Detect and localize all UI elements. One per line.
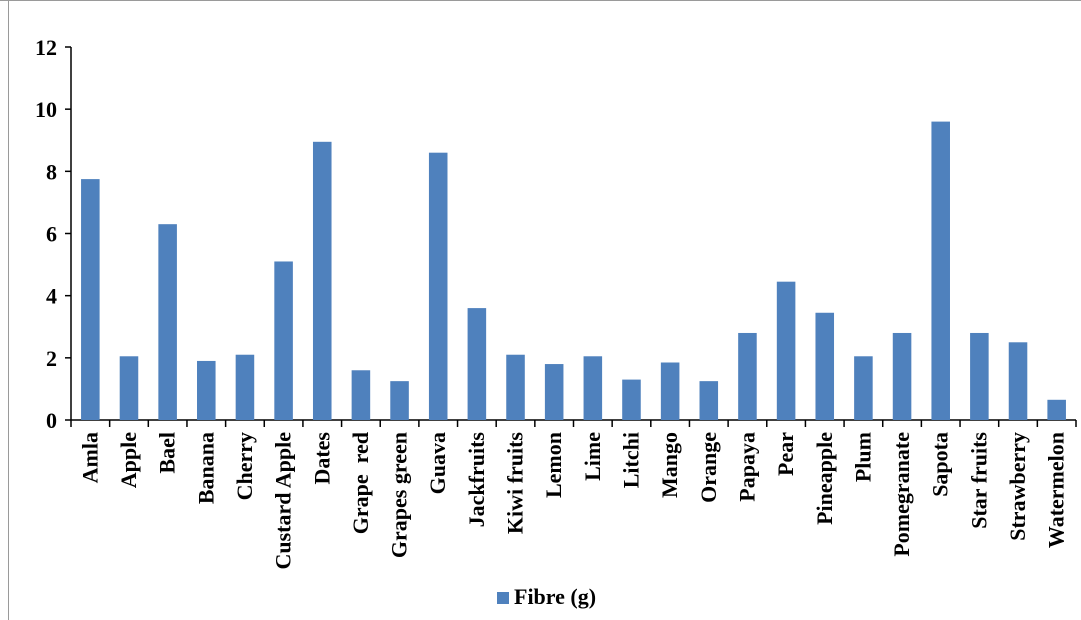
x-category-label: Strawberry	[1005, 432, 1030, 541]
x-category-label: Orange	[696, 432, 721, 503]
x-category-label: Mango	[657, 432, 682, 498]
bar-mango	[660, 362, 680, 420]
bar-papaya	[738, 332, 757, 420]
bar-apple	[119, 356, 139, 420]
bar-guava	[428, 152, 448, 420]
y-tick-label: 0	[46, 408, 57, 433]
y-tick-label: 8	[46, 159, 57, 184]
x-category-label: Watermelon	[1044, 432, 1069, 548]
x-category-label: Jackfruits	[464, 432, 489, 528]
x-category-label: Guava	[425, 432, 450, 494]
x-category-label: Star fruits	[966, 432, 991, 529]
frame-left-border	[8, 0, 9, 620]
bar-grapes-green	[390, 381, 409, 420]
x-category-label: Dates	[309, 432, 334, 485]
y-tick-label: 6	[46, 222, 57, 247]
bar-kiwi-fruits	[506, 354, 525, 420]
x-category-label: Pomegranate	[889, 432, 914, 557]
bar-bael	[158, 224, 177, 420]
bar-orange	[699, 381, 719, 420]
y-tick-label: 2	[46, 346, 57, 371]
bar-jackfruits	[467, 308, 487, 420]
bars	[81, 121, 1066, 420]
bar-star-fruits	[970, 332, 989, 420]
x-category-label: Custard Apple	[271, 432, 296, 570]
bar-dates	[312, 141, 332, 420]
y-tick-label: 10	[35, 97, 57, 122]
bar-cherry	[235, 354, 255, 420]
bar-sapota	[931, 121, 950, 420]
x-category-label: Lime	[580, 432, 605, 481]
y-tick-label: 4	[46, 284, 57, 309]
x-category-label: Grapes green	[387, 432, 412, 558]
y-tick-label: 12	[35, 35, 57, 60]
x-category-label: Pineapple	[812, 432, 837, 525]
bar-lime	[583, 356, 603, 420]
legend: Fibre (g)	[497, 584, 596, 609]
x-category-label: Cherry	[232, 432, 257, 500]
bar-plum	[854, 356, 873, 420]
x-category-label: Apple	[116, 432, 141, 488]
x-category-label: Bael	[155, 432, 180, 474]
bar-amla	[81, 179, 100, 420]
bar-pear	[776, 281, 796, 420]
x-category-label: Pear	[773, 432, 798, 476]
x-category-label: Lemon	[541, 432, 566, 498]
x-category-label: Litchi	[618, 432, 643, 488]
bar-custard-apple	[274, 261, 293, 420]
bar-banana	[197, 360, 216, 420]
bar-pomegranate	[892, 332, 912, 420]
x-category-label: Papaya	[734, 432, 759, 502]
x-category-label: Amla	[77, 432, 102, 483]
x-category-label: Banana	[193, 432, 218, 504]
x-category-label: Kiwi fruits	[503, 432, 528, 534]
x-category-label: Plum	[850, 432, 875, 482]
bar-grape-red	[351, 370, 371, 420]
legend-swatch	[497, 592, 509, 604]
x-axis: Amla Apple Bael Banana Cherry Custard Apple Da…	[70, 419, 1077, 570]
bar-watermelon	[1047, 399, 1066, 420]
bar-litchi	[622, 379, 641, 420]
frame-top-border	[0, 0, 1081, 1]
x-category-label: Grape red	[348, 432, 373, 534]
bar-pineapple	[815, 312, 835, 420]
bar-lemon	[544, 364, 564, 420]
legend-label: Fibre (g)	[514, 584, 596, 609]
x-category-label: Sapota	[928, 432, 953, 497]
y-axis: 0 2 4 6 8 10 12	[35, 35, 72, 433]
bar-strawberry	[1008, 342, 1028, 420]
